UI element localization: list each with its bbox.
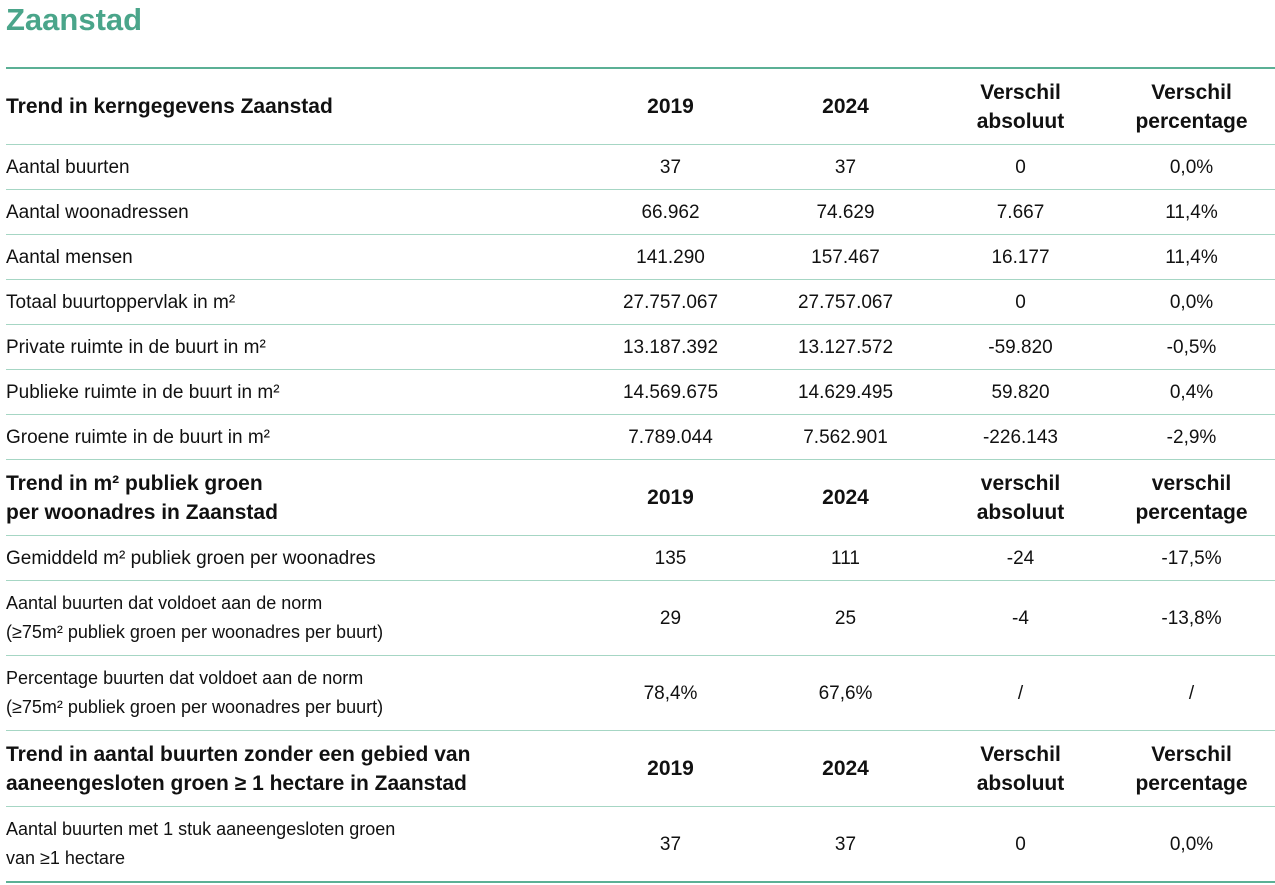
value-cell: 11,4%: [1108, 234, 1275, 280]
header-cell: 2024: [758, 68, 933, 145]
header-cell: 2019: [583, 68, 758, 145]
data-table: Trend in kerngegevens Zaanstad 2019 2024 Ve…: [6, 67, 1275, 883]
row-label: Publieke ruimte in de buurt in m²: [6, 369, 583, 415]
row-label: Aantal buurten: [6, 144, 583, 190]
header-cell: 2019: [583, 459, 758, 536]
value-cell: /: [933, 655, 1108, 731]
value-cell: -4: [933, 580, 1108, 656]
value-cell: 111: [758, 535, 933, 581]
value-cell: 66.962: [583, 189, 758, 235]
row-label: Aantal buurten met 1 stuk aaneengesloten…: [6, 806, 583, 883]
table-row: Aantal woonadressen 66.962 74.629 7.667 11,4…: [6, 189, 1275, 235]
table-row: Aantal buurten met 1 stuk aaneengesloten…: [6, 806, 1275, 883]
table-row: Aantal buurten dat voldoet aan de norm (…: [6, 580, 1275, 656]
value-cell: -13,8%: [1108, 580, 1275, 656]
table-row: Private ruimte in de buurt in m² 13.187.3…: [6, 324, 1275, 370]
row-label: Gemiddeld m² publiek groen per woonadres: [6, 535, 583, 581]
value-cell: -59.820: [933, 324, 1108, 370]
value-cell: 0: [933, 806, 1108, 883]
value-cell: 7.789.044: [583, 414, 758, 460]
row-label: Groene ruimte in de buurt in m²: [6, 414, 583, 460]
header-cell: Trend in aantal buurten zonder een gebie…: [6, 730, 583, 807]
value-cell: -2,9%: [1108, 414, 1275, 460]
header-cell: 2019: [583, 730, 758, 807]
section-header-row: Trend in kerngegevens Zaanstad 2019 2024 Ve…: [6, 68, 1275, 145]
value-cell: 13.127.572: [758, 324, 933, 370]
header-cell: verschil percentage: [1108, 459, 1275, 536]
value-cell: -24: [933, 535, 1108, 581]
header-cell: Verschil percentage: [1108, 68, 1275, 145]
value-cell: 78,4%: [583, 655, 758, 731]
section-header-row: Trend in m² publiek groen per woonadres …: [6, 459, 1275, 536]
value-cell: 141.290: [583, 234, 758, 280]
value-cell: 14.629.495: [758, 369, 933, 415]
value-cell: 37: [583, 806, 758, 883]
header-cell: 2024: [758, 730, 933, 807]
value-cell: 13.187.392: [583, 324, 758, 370]
value-cell: -0,5%: [1108, 324, 1275, 370]
value-cell: 0,4%: [1108, 369, 1275, 415]
row-label: Aantal mensen: [6, 234, 583, 280]
table-row: Totaal buurtoppervlak in m² 27.757.067 27.…: [6, 279, 1275, 325]
header-cell: Verschil absoluut: [933, 68, 1108, 145]
header-cell: Verschil percentage: [1108, 730, 1275, 807]
value-cell: 16.177: [933, 234, 1108, 280]
header-cell: verschil absoluut: [933, 459, 1108, 536]
value-cell: 29: [583, 580, 758, 656]
value-cell: 67,6%: [758, 655, 933, 731]
value-cell: 37: [583, 144, 758, 190]
value-cell: -226.143: [933, 414, 1108, 460]
value-cell: 0: [933, 144, 1108, 190]
value-cell: 0,0%: [1108, 144, 1275, 190]
table-row: Publieke ruimte in de buurt in m² 14.569.…: [6, 369, 1275, 415]
value-cell: 0,0%: [1108, 279, 1275, 325]
header-cell: 2024: [758, 459, 933, 536]
value-cell: 37: [758, 144, 933, 190]
section-header-row: Trend in aantal buurten zonder een gebie…: [6, 730, 1275, 807]
value-cell: /: [1108, 655, 1275, 731]
header-cell: Trend in m² publiek groen per woonadres …: [6, 459, 583, 536]
table-row: Groene ruimte in de buurt in m² 7.789.044…: [6, 414, 1275, 460]
table-row: Gemiddeld m² publiek groen per woonadres…: [6, 535, 1275, 581]
row-label: Aantal woonadressen: [6, 189, 583, 235]
table-row: Aantal mensen 141.290 157.467 16.177 11,4%: [6, 234, 1275, 280]
page-title: Zaanstad: [6, 2, 143, 37]
row-label: Private ruimte in de buurt in m²: [6, 324, 583, 370]
row-label: Percentage buurten dat voldoet aan de no…: [6, 655, 583, 731]
value-cell: 27.757.067: [583, 279, 758, 325]
value-cell: 0: [933, 279, 1108, 325]
value-cell: 7.667: [933, 189, 1108, 235]
header-cell: Verschil absoluut: [933, 730, 1108, 807]
value-cell: 74.629: [758, 189, 933, 235]
value-cell: 135: [583, 535, 758, 581]
value-cell: 59.820: [933, 369, 1108, 415]
row-label: Aantal buurten dat voldoet aan de norm (…: [6, 580, 583, 656]
value-cell: 0,0%: [1108, 806, 1275, 883]
table-row: Percentage buurten dat voldoet aan de no…: [6, 655, 1275, 731]
value-cell: 37: [758, 806, 933, 883]
header-cell: Trend in kerngegevens Zaanstad: [6, 68, 583, 145]
value-cell: 27.757.067: [758, 279, 933, 325]
value-cell: 157.467: [758, 234, 933, 280]
value-cell: -17,5%: [1108, 535, 1275, 581]
value-cell: 7.562.901: [758, 414, 933, 460]
value-cell: 25: [758, 580, 933, 656]
row-label: Totaal buurtoppervlak in m²: [6, 279, 583, 325]
value-cell: 14.569.675: [583, 369, 758, 415]
table-row: Aantal buurten 37 37 0 0,0%: [6, 144, 1275, 190]
value-cell: 11,4%: [1108, 189, 1275, 235]
